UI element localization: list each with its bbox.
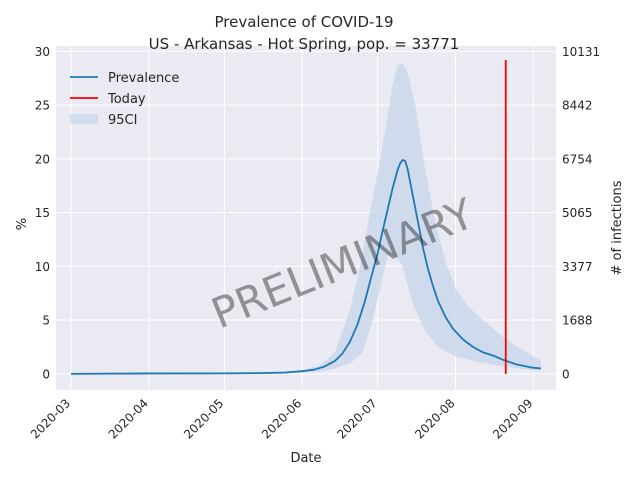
x-axis-label: Date (290, 451, 321, 466)
legend: Prevalence Today 95CI (70, 71, 179, 128)
chart-subtitle: US - Arkansas - Hot Spring, pop. = 33771 (149, 35, 460, 53)
y-right-tick-label: 5065 (562, 206, 593, 220)
x-tick-label: 2020-08 (412, 396, 457, 441)
x-tick-label: 2020-06 (259, 396, 304, 441)
x-tick-label: 2020-04 (106, 396, 151, 441)
y-tick-label: 25 (35, 99, 50, 113)
x-tick-label: 2020-07 (334, 396, 379, 441)
y-axis-right-label: # of infections (610, 180, 625, 275)
y-tick-label: 10 (35, 260, 50, 274)
y-tick-label: 20 (35, 152, 50, 166)
y-axis-label: % (15, 218, 30, 230)
legend-label-prevalence: Prevalence (108, 71, 179, 86)
y-right-tick-label: 3377 (562, 260, 593, 274)
y-right-tick-label: 0 (562, 367, 570, 381)
y-tick-label: 5 (42, 314, 50, 328)
x-tick-label: 2020-03 (28, 396, 73, 441)
y-tick-label: 15 (35, 206, 50, 220)
y-right-tick-label: 6754 (562, 152, 593, 166)
legend-swatch-95ci (70, 114, 98, 124)
ci-band-group (302, 63, 541, 373)
chart-title: Prevalence of COVID-19 (214, 13, 393, 31)
y-right-tick-label: 10131 (562, 45, 600, 59)
legend-label-today: Today (107, 92, 146, 107)
y-tick-label: 0 (42, 367, 50, 381)
lines-group (71, 59, 542, 375)
y-right-tick-label: 8442 (562, 99, 593, 113)
y-right-tick-label: 1688 (562, 314, 593, 328)
x-tick-label: 2020-09 (490, 396, 535, 441)
legend-label-95ci: 95CI (108, 113, 137, 128)
ci-band (302, 63, 541, 373)
y-tick-label: 30 (35, 45, 50, 59)
x-tick-label: 2020-05 (181, 396, 226, 441)
prevalence-line (71, 159, 542, 375)
